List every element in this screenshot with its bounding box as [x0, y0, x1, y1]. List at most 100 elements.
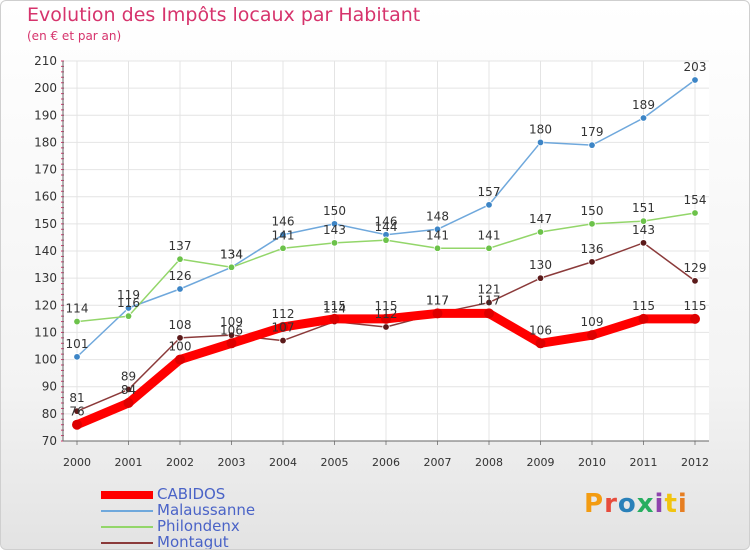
data-label-philondenx: 141 [426, 228, 449, 242]
logo-letter: r [604, 489, 618, 519]
data-point-philondenx [279, 244, 287, 252]
data-label-cabidos: 106 [220, 323, 243, 337]
data-label-montagut: 114 [323, 302, 346, 316]
data-point-malaussanne [330, 220, 339, 228]
data-label-malaussanne: 180 [529, 122, 552, 136]
data-point-montagut [639, 239, 648, 247]
data-point-malaussanne [176, 285, 184, 293]
legend-swatch-philondenx [101, 526, 153, 528]
data-point-malaussanne [639, 114, 648, 122]
data-label-malaussanne: 101 [66, 337, 89, 351]
data-point-montagut [176, 334, 184, 342]
data-point-malaussanne [433, 225, 442, 233]
data-label-malaussanne: 157 [478, 185, 501, 199]
data-point-montagut [485, 298, 493, 307]
data-label-montagut: 108 [169, 318, 192, 332]
data-point-cabidos [278, 322, 288, 332]
data-label-philondenx: 144 [375, 220, 398, 234]
data-label-montagut: 117 [426, 293, 449, 307]
data-label-montagut: 81 [69, 391, 84, 405]
chart-title: Evolution des Impôts locaux par Habitant [27, 4, 421, 26]
legend-label-malaussanne: Malaussanne [157, 501, 256, 519]
x-tick-label: 2006 [372, 456, 400, 469]
data-point-philondenx [330, 239, 339, 247]
data-point-cabidos [123, 398, 134, 408]
data-label-malaussanne: 150 [323, 204, 346, 218]
data-point-cabidos [329, 313, 340, 324]
y-tick-label: 180 [34, 135, 57, 149]
data-label-malaussanne: 203 [684, 60, 707, 74]
data-label-cabidos: 84 [121, 383, 136, 397]
data-label-montagut: 130 [529, 258, 552, 272]
data-label-malaussanne: 126 [169, 269, 192, 283]
data-point-malaussanne [691, 76, 699, 84]
legend-label-montagut: Montagut [157, 533, 229, 550]
data-point-montagut [536, 274, 545, 282]
data-label-philondenx: 151 [632, 201, 655, 215]
y-tick-label: 90 [42, 380, 57, 394]
data-label-malaussanne: 134 [220, 247, 243, 261]
legend-label-cabidos: CABIDOS [157, 485, 226, 503]
y-tick-label: 80 [42, 407, 57, 421]
data-label-malaussanne: 146 [375, 215, 398, 229]
logo-letter: t [664, 489, 678, 519]
data-point-malaussanne [588, 141, 596, 149]
legend-swatch-montagut [101, 542, 153, 544]
y-tick-label: 110 [34, 325, 57, 339]
x-tick-label: 2009 [527, 456, 555, 469]
legend-swatch-cabidos [101, 491, 153, 499]
data-point-montagut [279, 336, 287, 345]
logo-letter: x [636, 489, 655, 519]
data-label-cabidos: 115 [375, 299, 398, 313]
data-point-philondenx [536, 228, 545, 236]
chart-subtitle: (en € et par an) [27, 29, 122, 43]
data-point-cabidos [72, 419, 82, 430]
y-tick-label: 140 [34, 244, 57, 258]
data-point-montagut [382, 323, 390, 331]
x-tick-label: 2002 [166, 456, 194, 469]
x-tick-label: 2011 [630, 456, 658, 469]
data-label-cabidos: 109 [581, 315, 604, 329]
data-label-montagut: 136 [581, 242, 604, 256]
data-point-montagut [73, 407, 81, 415]
data-label-cabidos: 76 [69, 405, 84, 419]
data-label-malaussanne: 119 [117, 288, 140, 302]
x-tick-label: 2004 [269, 456, 297, 469]
x-tick-label: 2005 [321, 456, 349, 469]
data-point-cabidos [484, 308, 494, 319]
legend-swatch-malaussanne [101, 510, 153, 512]
data-label-philondenx: 134 [220, 247, 243, 261]
x-tick-label: 2007 [424, 456, 452, 469]
data-label-malaussanne: 148 [426, 209, 449, 223]
data-label-philondenx: 137 [169, 239, 192, 253]
logo-letter: i [654, 489, 665, 519]
x-tick-label: 2000 [63, 456, 91, 469]
data-label-philondenx: 141 [478, 228, 501, 242]
data-point-montagut [691, 277, 699, 285]
data-label-philondenx: 143 [323, 223, 346, 237]
data-label-montagut: 143 [632, 223, 655, 237]
data-label-cabidos: 106 [529, 323, 552, 337]
y-tick-label: 150 [34, 217, 57, 231]
y-tick-label: 210 [34, 54, 57, 68]
data-point-malaussanne [124, 304, 133, 312]
data-label-cabidos: 112 [272, 307, 295, 321]
y-tick-label: 190 [34, 108, 57, 122]
data-point-cabidos [226, 338, 237, 349]
data-point-montagut [124, 385, 133, 394]
data-point-philondenx [639, 217, 648, 225]
data-point-cabidos [381, 313, 391, 324]
data-label-philondenx: 116 [117, 296, 140, 310]
logo-letter: i [677, 489, 688, 519]
data-label-montagut: 121 [478, 283, 501, 297]
data-label-montagut: 89 [121, 369, 136, 383]
y-tick-label: 120 [34, 298, 57, 312]
data-point-philondenx [124, 312, 133, 320]
data-label-cabidos: 115 [684, 299, 707, 313]
data-label-cabidos: 117 [426, 293, 449, 307]
data-point-philondenx [73, 317, 81, 326]
data-label-philondenx: 150 [581, 204, 604, 218]
x-tick-label: 2003 [218, 456, 246, 469]
